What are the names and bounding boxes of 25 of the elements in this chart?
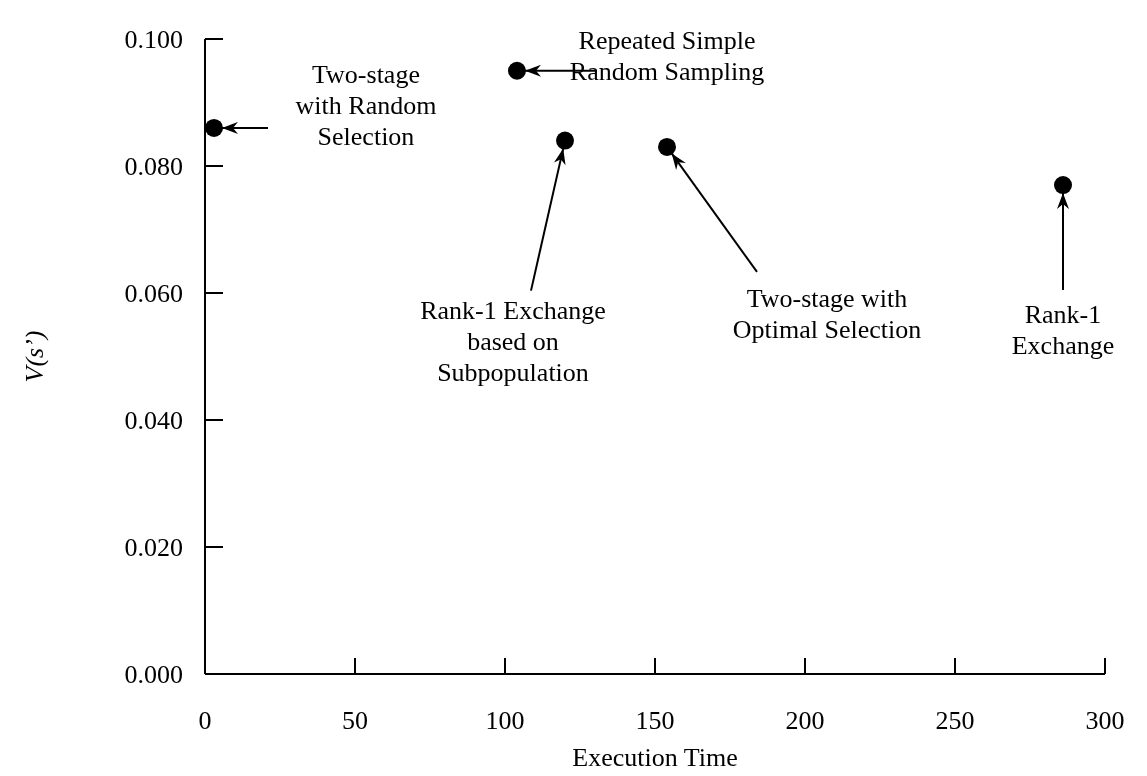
x-tick-label: 150 xyxy=(635,706,675,735)
y-tick-label: 0.100 xyxy=(124,25,183,55)
y-tick-label: 0.000 xyxy=(124,660,183,690)
y-tick-label: 0.060 xyxy=(124,279,183,309)
x-tick-label: 0 xyxy=(198,706,212,735)
point xyxy=(205,118,223,137)
x-tick-label: 100 xyxy=(485,706,525,735)
y-axis-title: V(s’) xyxy=(20,330,49,383)
x-tick-label: 250 xyxy=(935,706,975,735)
x-tick-label: 200 xyxy=(785,706,825,735)
annotation: Rank-1 Exchange xyxy=(1011,300,1115,361)
x-tick-label: 50 xyxy=(342,706,368,735)
y-tick-label: 0.020 xyxy=(124,533,183,563)
annotation: Repeated Simple Random Sampling xyxy=(569,25,765,86)
annotation: Rank-1 Exchange based on Subpopulation xyxy=(420,295,606,387)
annotation: Two-stage with Optimal Selection xyxy=(732,283,922,344)
y-tick-label: 0.040 xyxy=(124,406,183,436)
y-tick-label: 0.080 xyxy=(124,152,183,182)
point xyxy=(556,131,574,150)
point xyxy=(1054,176,1072,195)
x-tick-label: 300 xyxy=(1085,706,1125,735)
point xyxy=(508,61,526,80)
point xyxy=(658,137,676,156)
annotation: Two-stage with Random Selection xyxy=(295,59,437,151)
x-axis-title: Execution Time xyxy=(572,743,738,772)
